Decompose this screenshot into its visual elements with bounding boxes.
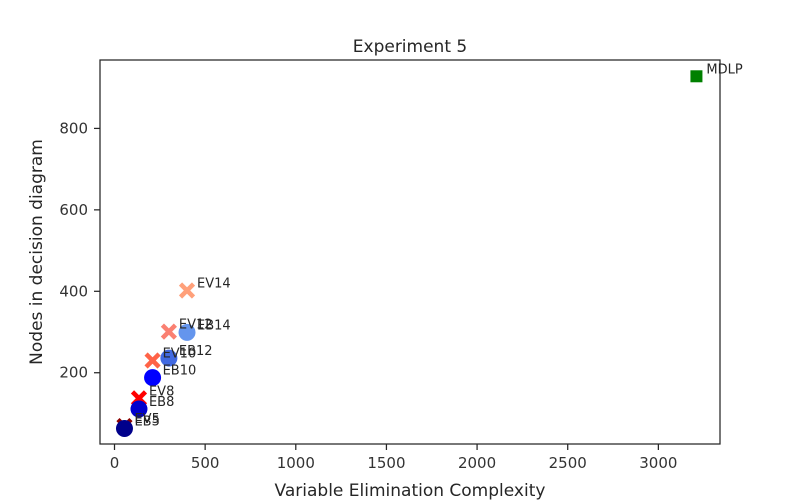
points-layer [115, 70, 703, 438]
x-axis-ticks: 0 500 1000 1500 2000 2500 3000 [110, 444, 677, 472]
x-tick-label: 3000 [639, 454, 677, 472]
y-axis-title: Nodes in decision diagram [27, 139, 47, 365]
chart-title: Experiment 5 [353, 37, 467, 57]
x-tick-label: 0 [110, 454, 120, 472]
point-eb10-label: EB10 [163, 364, 197, 379]
point-ev8-label: EV8 [149, 384, 174, 399]
y-axis-ticks: 200 400 600 800 [59, 119, 100, 382]
point-ev12-x-marker [160, 323, 177, 340]
point-ev14-label: EV14 [197, 276, 231, 291]
y-tick-label: 600 [59, 201, 88, 219]
x-tick-label: 2000 [458, 454, 496, 472]
point-eb14-label: EB14 [197, 318, 231, 333]
y-tick-label: 400 [59, 282, 88, 300]
point-eb5-label: EB5 [134, 415, 159, 430]
point-eb8-label: EB8 [149, 395, 174, 410]
point-eb5-circle-marker [115, 420, 133, 438]
x-tick-label: 2500 [549, 454, 587, 472]
point-ev5-label: EV5 [134, 412, 159, 427]
x-tick-label: 1500 [367, 454, 405, 472]
point-ev14-x-marker [178, 282, 196, 299]
point-ev10-x-marker [144, 352, 161, 369]
x-axis-title: Variable Elimination Complexity [275, 481, 546, 500]
y-tick-label: 200 [59, 364, 88, 382]
x-tick-label: 500 [191, 454, 220, 472]
point-ev12-label: EV12 [179, 318, 213, 333]
plot-frame [99, 59, 721, 445]
point-eb12-circle-marker [160, 349, 178, 367]
point-eb10-circle-marker [144, 369, 162, 387]
point-mdlp-label: MDLP [706, 62, 742, 77]
point-mdlp-square-marker [690, 70, 703, 83]
point-eb8-circle-marker [130, 400, 148, 418]
point-ev10-label: EV10 [163, 347, 197, 362]
y-tick-label: 800 [59, 119, 88, 137]
x-tick-label: 1000 [277, 454, 315, 472]
point-eb12-label: EB12 [179, 344, 213, 359]
point-eb14-circle-marker [178, 323, 196, 341]
